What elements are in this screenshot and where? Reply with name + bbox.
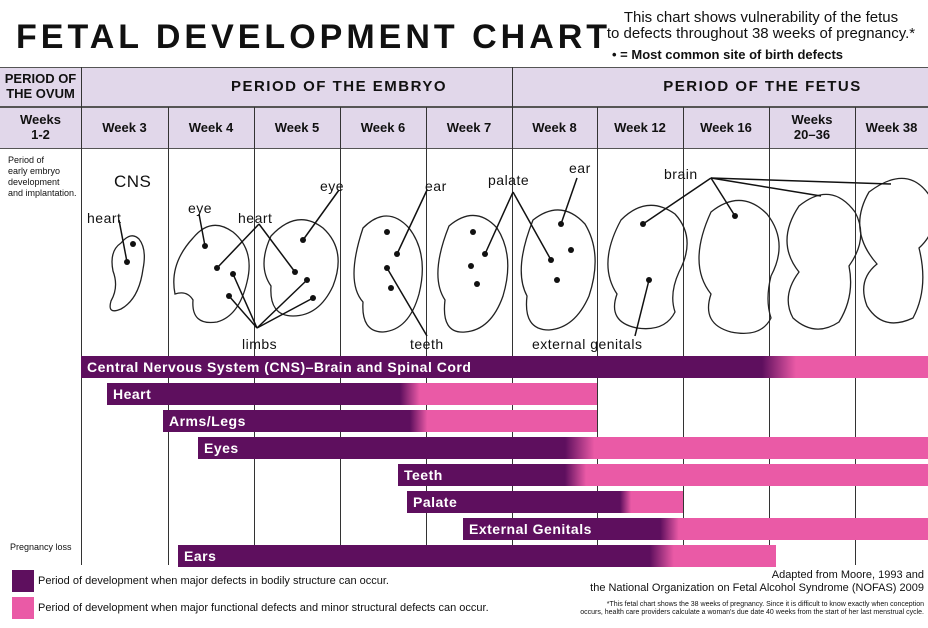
week-header-line1: Week 12 — [614, 119, 666, 135]
period-embryo-header: PERIOD OF THE EMBRYO — [230, 77, 448, 95]
ovum-note-line-2: early embryo — [8, 166, 61, 176]
grid-line — [855, 107, 856, 565]
chart-subtitle: This chart shows vulnerability of the fe… — [598, 10, 924, 42]
week-header-7: Week 12 — [597, 107, 683, 147]
week-header-line1: Weeks — [791, 112, 833, 127]
week-header-line1: Week 4 — [188, 119, 234, 135]
grid-line — [597, 107, 598, 565]
fetus-week16 — [698, 199, 780, 335]
embryo-week5 — [263, 219, 339, 317]
grid-line — [683, 107, 684, 565]
week-header-0: Weeks 1-2 — [0, 107, 81, 147]
ovum-note-line-4: and implantation. — [8, 188, 77, 198]
bar-arms-legs: Arms/Legs — [163, 410, 597, 432]
source-line-1: Adapted from Moore, 1993 and — [771, 569, 924, 581]
chart-title: FETAL DEVELOPMENT CHART — [16, 18, 612, 56]
embryo-week7 — [437, 214, 509, 333]
week-header-line1: Week 3 — [102, 119, 147, 135]
legend-minor-text: Period of development when major functio… — [38, 602, 489, 614]
label-limbs: limbs — [242, 336, 278, 352]
footnote-line-2: occurs, health care providers calculate … — [580, 609, 924, 616]
pregnancy-loss-note: Pregnancy loss — [10, 542, 72, 552]
fetus-week38 — [859, 177, 928, 324]
grid-line — [168, 107, 169, 565]
label-eye-week4: eye — [188, 200, 213, 216]
bar-central-nervous-system-cns-brain-and-spinal-cord: Central Nervous System (CNS)–Brain and S… — [81, 356, 928, 378]
label-heart-week3: heart — [87, 210, 122, 226]
week-header-6: Week 8 — [512, 107, 597, 147]
bar-ears: Ears — [178, 545, 776, 567]
footnote: *This fetal chart shows the 38 weeks of … — [580, 601, 924, 617]
period-ovum-line-2: THE OVUM — [6, 86, 75, 101]
bar-external-genitals: External Genitals — [463, 518, 928, 540]
leader-lines — [118, 177, 892, 337]
week-header-band — [0, 107, 928, 149]
ovum-note-line-3: development — [8, 177, 60, 187]
legend-swatch-minor — [12, 597, 34, 619]
week-header-9: Weeks 20–36 — [769, 107, 855, 147]
dot-legend-note: • = Most common site of birth defects — [612, 47, 843, 62]
embryo-week3 — [109, 235, 145, 312]
period-ovum-line-1: PERIOD OF — [4, 71, 77, 86]
footnote-line-1: *This fetal chart shows the 38 weeks of … — [606, 601, 924, 608]
week-header-3: Week 5 — [254, 107, 340, 147]
embryo-week8 — [520, 209, 596, 331]
week-header-line1: Week 5 — [274, 119, 320, 135]
embryo-week4 — [173, 224, 250, 324]
label-cns: CNS — [114, 172, 152, 191]
defect-site-dots — [124, 213, 738, 301]
legend-major-text: Period of development when major defects… — [38, 575, 389, 587]
label-palate: palate — [488, 172, 530, 188]
period-header-band — [0, 67, 928, 107]
ovum-note: Period of early embryo development and i… — [8, 155, 77, 199]
legend-swatch-major — [12, 570, 34, 592]
week-header-line1: Weeks — [20, 112, 61, 127]
grid-line — [340, 107, 341, 565]
week-header-line2: 1-2 — [31, 127, 50, 142]
week-header-1: Week 3 — [81, 107, 168, 147]
bar-eyes: Eyes — [198, 437, 928, 459]
week-header-line1: Week 38 — [865, 119, 918, 135]
bar-palate: Palate — [407, 491, 683, 513]
fetus-weeks20-36 — [786, 193, 862, 330]
grid-line — [769, 107, 770, 565]
label-teeth: teeth — [410, 336, 444, 352]
grid-line — [512, 67, 513, 565]
ovum-note-line-1: Period of — [8, 155, 45, 165]
grid-line — [81, 67, 82, 565]
week-header-2: Week 4 — [168, 107, 254, 147]
label-ear-week8: ear — [569, 160, 591, 176]
week-header-10: Week 38 — [855, 107, 928, 147]
week-header-line2: 20–36 — [793, 127, 831, 142]
week-header-line1: Week 16 — [700, 119, 752, 135]
bar-heart: Heart — [107, 383, 597, 405]
label-brain: brain — [664, 166, 698, 182]
subtitle-line-1: This chart shows vulnerability of the fe… — [623, 9, 899, 26]
week-header-line1: Week 7 — [446, 119, 492, 135]
label-external-genitals: external genitals — [532, 336, 643, 352]
period-ovum-header: PERIOD OF THE OVUM — [0, 67, 81, 105]
subtitle-line-2: to defects throughout 38 weeks of pregna… — [606, 25, 916, 42]
label-heart-week5: heart — [238, 210, 273, 226]
period-fetus-header: PERIOD OF THE FETUS — [663, 77, 862, 95]
grid-line — [254, 107, 255, 565]
embryo-week6 — [353, 215, 423, 333]
week-header-line1: Week 6 — [360, 119, 406, 135]
week-header-5: Week 7 — [426, 107, 512, 147]
week-header-line1: Week 8 — [532, 119, 577, 135]
fetus-week12 — [607, 204, 688, 330]
week-header-8: Week 16 — [683, 107, 769, 147]
bar-teeth: Teeth — [398, 464, 928, 486]
source-line-2: the National Organization on Fetal Alcoh… — [590, 582, 924, 594]
week-header-4: Week 6 — [340, 107, 426, 147]
label-eye-week5: eye — [320, 178, 345, 194]
development-illustrations — [109, 177, 928, 337]
label-ear-week7: ear — [425, 178, 447, 194]
source-credit: Adapted from Moore, 1993 and the Nationa… — [590, 569, 924, 595]
